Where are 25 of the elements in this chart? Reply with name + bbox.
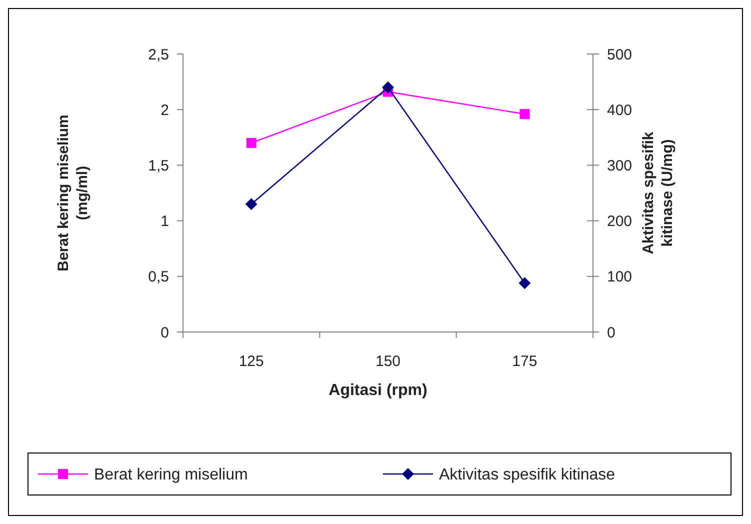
legend-label: Aktivitas spesifik kitinase [439,466,616,484]
x-tick-label: 175 [512,353,538,370]
x-tick-label: 150 [375,353,401,370]
x-tick-label: 125 [238,353,264,370]
y-tick-label: 0 [160,324,169,342]
y-tick-label: 2 [160,102,169,119]
y-tick-label: 2,5 [148,46,169,64]
legend-label: Berat kering miselium [94,466,248,484]
y-tick-label: 0,5 [148,268,169,286]
y2-tick-label: 100 [607,268,632,286]
x-axis-title: Agitasi (rpm) [328,382,428,399]
y2-tick-label: 200 [607,213,632,230]
y2-axis-title: Aktivitas spesifik kitinase (U/mg) [640,131,676,254]
y2-tick-label: 0 [607,324,616,342]
y2-tick-label: 500 [607,46,632,64]
y-tick-label: 1,5 [148,157,169,174]
y2-tick-label: 400 [607,102,632,119]
point [382,81,394,94]
y2-tick-label: 300 [607,157,632,174]
point [518,277,531,290]
point [246,138,256,148]
point [520,109,530,120]
point [245,198,258,210]
y-tick-label: 1 [160,213,169,230]
y-axis-title: Berat kering miselium (mg/ml) [55,114,91,272]
